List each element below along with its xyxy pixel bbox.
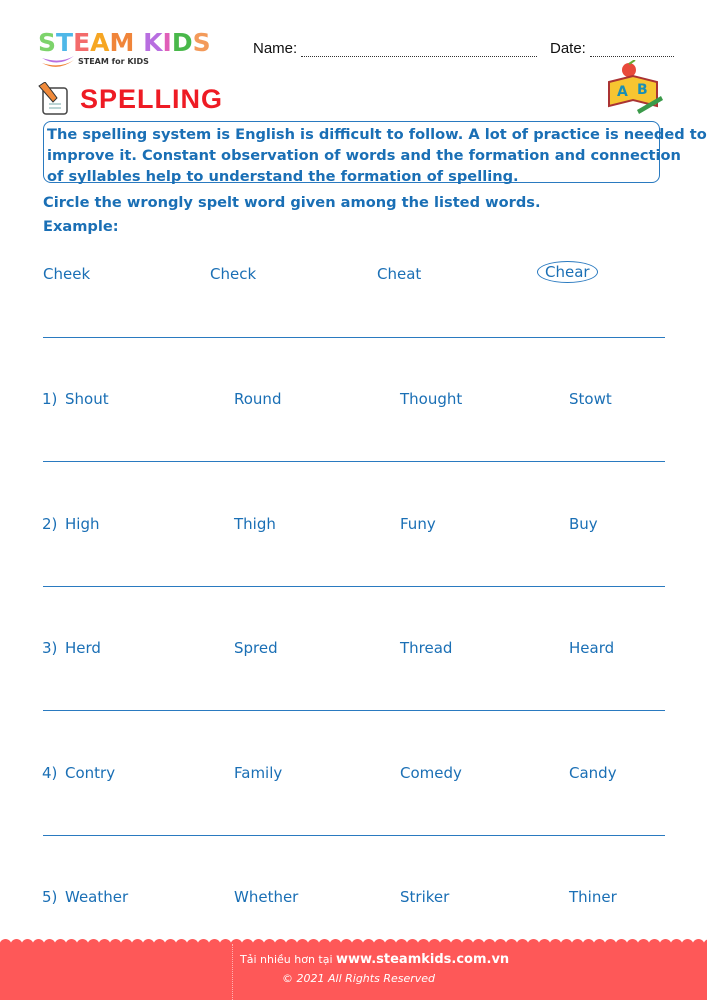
question-word[interactable]: Heard bbox=[569, 639, 615, 657]
footer-copyright: © 2021 All Rights Reserved bbox=[282, 972, 436, 985]
question-word[interactable]: Funy bbox=[400, 515, 436, 533]
question-word[interactable]: Weather bbox=[65, 888, 129, 906]
question-number: 2) bbox=[42, 515, 58, 533]
example-word[interactable]: Cheat bbox=[377, 265, 422, 283]
divider bbox=[43, 337, 665, 338]
question-word[interactable]: Thread bbox=[400, 639, 453, 657]
question-word[interactable]: Thiner bbox=[569, 888, 617, 906]
svg-text:B: B bbox=[637, 82, 648, 98]
example-word-circled[interactable]: Chear bbox=[537, 261, 598, 283]
page-title: SPELLING bbox=[80, 84, 224, 114]
question-word[interactable]: Buy bbox=[569, 515, 598, 533]
steam-kids-logo: STEAM KIDS bbox=[38, 28, 211, 57]
question-number: 5) bbox=[42, 888, 58, 906]
pencil-paper-icon bbox=[38, 82, 68, 115]
date-field[interactable]: Date: bbox=[550, 40, 674, 57]
logo-swoosh-icon bbox=[42, 56, 74, 67]
question-word[interactable]: Candy bbox=[569, 764, 617, 782]
divider bbox=[43, 835, 665, 836]
question-word[interactable]: Contry bbox=[65, 764, 116, 782]
footer-download: Tải nhiều hơn tại www.steamkids.com.vn bbox=[240, 952, 509, 967]
question-word[interactable]: Family bbox=[234, 764, 283, 782]
date-label: Date: bbox=[550, 40, 586, 57]
intro-box: The spelling system is English is diffic… bbox=[43, 121, 707, 185]
footer-more-text: Tải nhiều hơn tại bbox=[240, 953, 333, 966]
footer-website-link[interactable]: www.steamkids.com.vn bbox=[336, 952, 510, 967]
instruction: Circle the wrongly spelt word given amon… bbox=[43, 194, 541, 211]
example-word[interactable]: Cheek bbox=[43, 265, 91, 283]
example-label: Example: bbox=[43, 218, 119, 235]
question-word[interactable]: Spred bbox=[234, 639, 278, 657]
question-number: 4) bbox=[42, 764, 58, 782]
question-word[interactable]: Thought bbox=[400, 390, 463, 408]
divider bbox=[43, 586, 665, 587]
question-word[interactable]: Herd bbox=[65, 639, 101, 657]
intro-line: improve it. Constant observation of word… bbox=[47, 147, 681, 164]
name-field[interactable]: Name: bbox=[253, 40, 538, 57]
intro-line: The spelling system is English is diffic… bbox=[47, 126, 707, 143]
name-label: Name: bbox=[253, 40, 298, 57]
question-number: 1) bbox=[42, 390, 58, 408]
footer bbox=[0, 944, 707, 1000]
question-word[interactable]: Thigh bbox=[234, 515, 276, 533]
intro-line: of syllables help to understand the form… bbox=[47, 168, 519, 185]
abc-book-icon: A B bbox=[608, 60, 663, 114]
question-word[interactable]: Comedy bbox=[400, 764, 462, 782]
question-word[interactable]: High bbox=[65, 515, 100, 533]
example-word[interactable]: Check bbox=[210, 265, 257, 283]
question-word[interactable]: Striker bbox=[400, 888, 450, 906]
divider bbox=[43, 461, 665, 462]
footer-divider bbox=[232, 944, 233, 1000]
question-word[interactable]: Whether bbox=[234, 888, 299, 906]
divider bbox=[43, 710, 665, 711]
question-word[interactable]: Shout bbox=[65, 390, 109, 408]
question-number: 3) bbox=[42, 639, 58, 657]
svg-text:A: A bbox=[617, 84, 628, 100]
question-word[interactable]: Round bbox=[234, 390, 282, 408]
logo-subtitle: STEAM for KIDS bbox=[78, 57, 149, 66]
question-word[interactable]: Stowt bbox=[569, 390, 612, 408]
